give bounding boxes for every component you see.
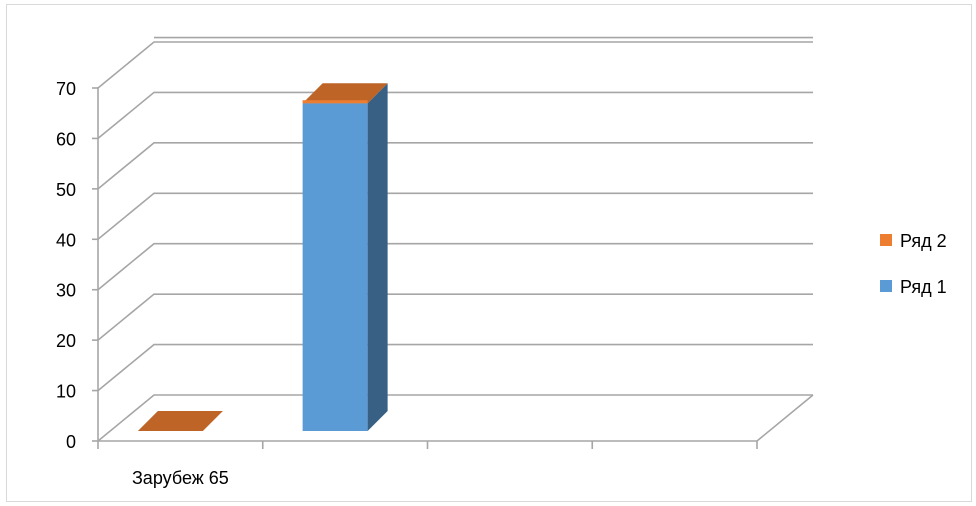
x-category-label: Зарубеж 65	[132, 468, 229, 488]
legend-swatch-series-1	[880, 280, 892, 292]
bar-top-series-2	[302, 83, 388, 104]
y-tick-label: 30	[56, 281, 76, 301]
x-category-labels: Зарубеж 65	[132, 468, 229, 488]
bar-front	[302, 103, 368, 431]
gridline	[97, 142, 813, 190]
gridline	[97, 192, 813, 240]
gridline	[97, 343, 813, 392]
y-tick-label: 70	[56, 79, 76, 99]
bar-top	[137, 411, 223, 431]
y-tick-label: 60	[56, 129, 76, 149]
legend-label-series-2: Ряд 2	[900, 231, 947, 251]
y-tick-labels: 0 10 20 30 40 50 60 70	[56, 79, 76, 452]
gridline	[97, 394, 813, 442]
legend: Ряд 2 Ряд 1	[880, 231, 947, 297]
axes	[92, 87, 814, 449]
gridline	[97, 91, 813, 140]
bar-series-1	[302, 83, 388, 431]
gridline	[97, 293, 813, 341]
gridlines	[97, 36, 813, 442]
y-tick-label: 20	[56, 331, 76, 351]
y-tick-label: 40	[56, 230, 76, 250]
legend-swatch-series-2	[880, 234, 892, 246]
y-tick-label: 10	[56, 382, 76, 402]
y-tick-label: 50	[56, 180, 76, 200]
gridline	[97, 41, 813, 89]
y-tick-label: 0	[66, 432, 76, 452]
bar-cap-series-2	[302, 100, 368, 104]
gridline	[97, 242, 813, 291]
bar-side	[367, 83, 388, 431]
legend-label-series-1: Ряд 1	[900, 277, 947, 297]
bars	[137, 83, 388, 431]
bar-series-2	[137, 411, 223, 431]
